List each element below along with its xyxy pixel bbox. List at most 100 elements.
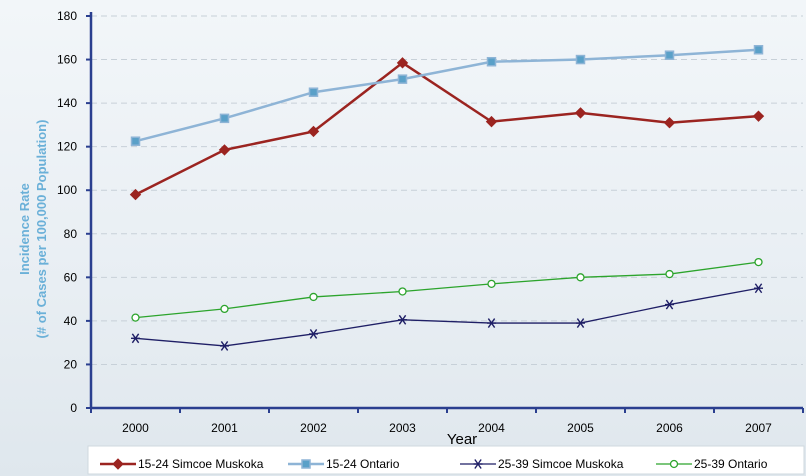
marker-stroke [131, 333, 140, 344]
legend-swatch-marker [301, 459, 311, 469]
marker-shape [398, 287, 407, 296]
marker-shape [218, 144, 231, 156]
x-tick-label: 2001 [211, 421, 238, 435]
series-line-15-24-ontario [135, 48, 759, 143]
marker-stroke [487, 318, 496, 328]
legend-label: 15-24 Ontario [326, 457, 400, 471]
data-point-15-24-simcoe-muskoka [307, 125, 320, 138]
data-point-25-39-simcoe-muskoka [665, 299, 674, 310]
data-point-25-39-ontario [131, 313, 140, 322]
marker-shape [752, 110, 765, 122]
x-tick-label: 2003 [389, 421, 416, 435]
y-tick-label: 0 [70, 401, 77, 415]
marker-shape [219, 113, 230, 124]
data-point-25-39-ontario [398, 287, 407, 296]
marker-shape [307, 125, 320, 138]
y-tick-label: 20 [64, 357, 78, 371]
x-tick-label: 2005 [567, 421, 594, 435]
marker-shape [309, 292, 318, 302]
data-point-15-24-simcoe-muskoka [396, 57, 409, 69]
legend-item-25-39-simcoe-muskoka: 25-39 Simcoe Muskoka [460, 457, 624, 471]
y-tick-label: 60 [64, 270, 78, 284]
marker-shape [129, 188, 142, 201]
axes: 0 20 40 60 80 100 120 140 160 180 2000 2001 2002 2003… [57, 9, 804, 435]
y-tick-label: 120 [57, 140, 77, 154]
data-point-25-39-simcoe-muskoka [398, 314, 407, 325]
data-point-15-24-simcoe-muskoka [218, 144, 231, 156]
data-point-15-24-ontario [664, 50, 675, 60]
data-point-25-39-ontario [665, 269, 674, 279]
y-tick-label: 40 [64, 314, 78, 328]
data-point-15-24-ontario [486, 56, 497, 67]
data-point-25-39-ontario [754, 257, 763, 267]
legend-box [87, 445, 805, 475]
data-point-15-24-ontario [130, 136, 141, 146]
series-line-15-24-simcoe-muskoka [134, 61, 759, 196]
marker-shape [130, 136, 141, 146]
legend: 15-24 Simcoe Muskoka 15-24 Ontario 25-39 S… [87, 445, 805, 475]
marker-stroke [220, 341, 229, 351]
y-tick-label: 80 [64, 227, 78, 241]
marker-stroke [754, 283, 763, 294]
data-point-25-39-simcoe-muskoka [131, 333, 140, 344]
data-point-15-24-ontario [753, 45, 764, 55]
x-tick-label: 2004 [478, 421, 505, 435]
marker-stroke [474, 459, 482, 469]
data-point-25-39-ontario [309, 292, 318, 302]
marker-stroke [576, 318, 585, 328]
data-point-25-39-ontario [220, 304, 229, 314]
marker-shape [485, 115, 498, 128]
marker-shape [754, 257, 763, 267]
x-axis-title: Year [447, 431, 477, 448]
marker-shape [397, 74, 408, 84]
y-tick-label: 180 [57, 9, 77, 23]
series-line-25-39-simcoe-muskoka [135, 287, 759, 347]
legend-swatch-marker [473, 459, 483, 469]
marker-stroke [398, 314, 407, 325]
legend-label: 25-39 Ontario [694, 457, 768, 471]
legend-item-15-24-ontario: 15-24 Ontario [288, 457, 400, 471]
y-tick-label: 100 [57, 183, 77, 197]
y-tick-label: 160 [57, 53, 77, 67]
data-point-25-39-ontario [576, 273, 585, 282]
marker-shape [665, 269, 674, 279]
data-point-15-24-ontario [308, 87, 319, 97]
x-tick-label: 2006 [656, 421, 683, 435]
marker-shape [663, 117, 676, 129]
data-point-15-24-simcoe-muskoka [752, 110, 765, 122]
marker-stroke [309, 329, 318, 339]
marker-shape [576, 273, 585, 282]
data-point-25-39-simcoe-muskoka [309, 329, 318, 339]
marker-stroke [665, 299, 674, 310]
marker-shape [112, 458, 124, 470]
x-tick-label: 2000 [122, 421, 149, 435]
data-point-15-24-simcoe-muskoka [485, 115, 498, 128]
marker-shape [669, 459, 679, 469]
marker-shape [753, 45, 764, 55]
data-point-15-24-ontario [397, 74, 408, 84]
data-point-15-24-simcoe-muskoka [129, 188, 142, 201]
axis-labels: Year Incidence Rate (# of Cases per 100,… [17, 120, 477, 448]
marker-shape [487, 279, 496, 289]
x-tick-label: 2007 [745, 421, 772, 435]
y-axis-title-line-1: Incidence Rate [17, 183, 32, 275]
legend-swatch-marker [669, 459, 679, 469]
data-point-15-24-simcoe-muskoka [663, 117, 676, 129]
legend-label: 25-39 Simcoe Muskoka [498, 457, 624, 471]
data-point-25-39-simcoe-muskoka [487, 318, 496, 328]
data-point-15-24-simcoe-muskoka [574, 107, 587, 119]
marker-shape [301, 459, 311, 469]
series-group [129, 45, 765, 351]
x-tick-label: 2002 [300, 421, 327, 435]
marker-shape [308, 87, 319, 97]
legend-item-15-24-simcoe-muskoka: 15-24 Simcoe Muskoka [100, 457, 264, 471]
marker-shape [574, 107, 587, 119]
data-point-25-39-simcoe-muskoka [220, 341, 229, 351]
data-point-25-39-ontario [487, 279, 496, 289]
y-axis-title-line-2: (# of Cases per 100,000 Population) [34, 120, 49, 339]
data-point-15-24-ontario [575, 54, 586, 65]
marker-shape [396, 57, 409, 69]
legend-label: 15-24 Simcoe Muskoka [138, 457, 264, 471]
